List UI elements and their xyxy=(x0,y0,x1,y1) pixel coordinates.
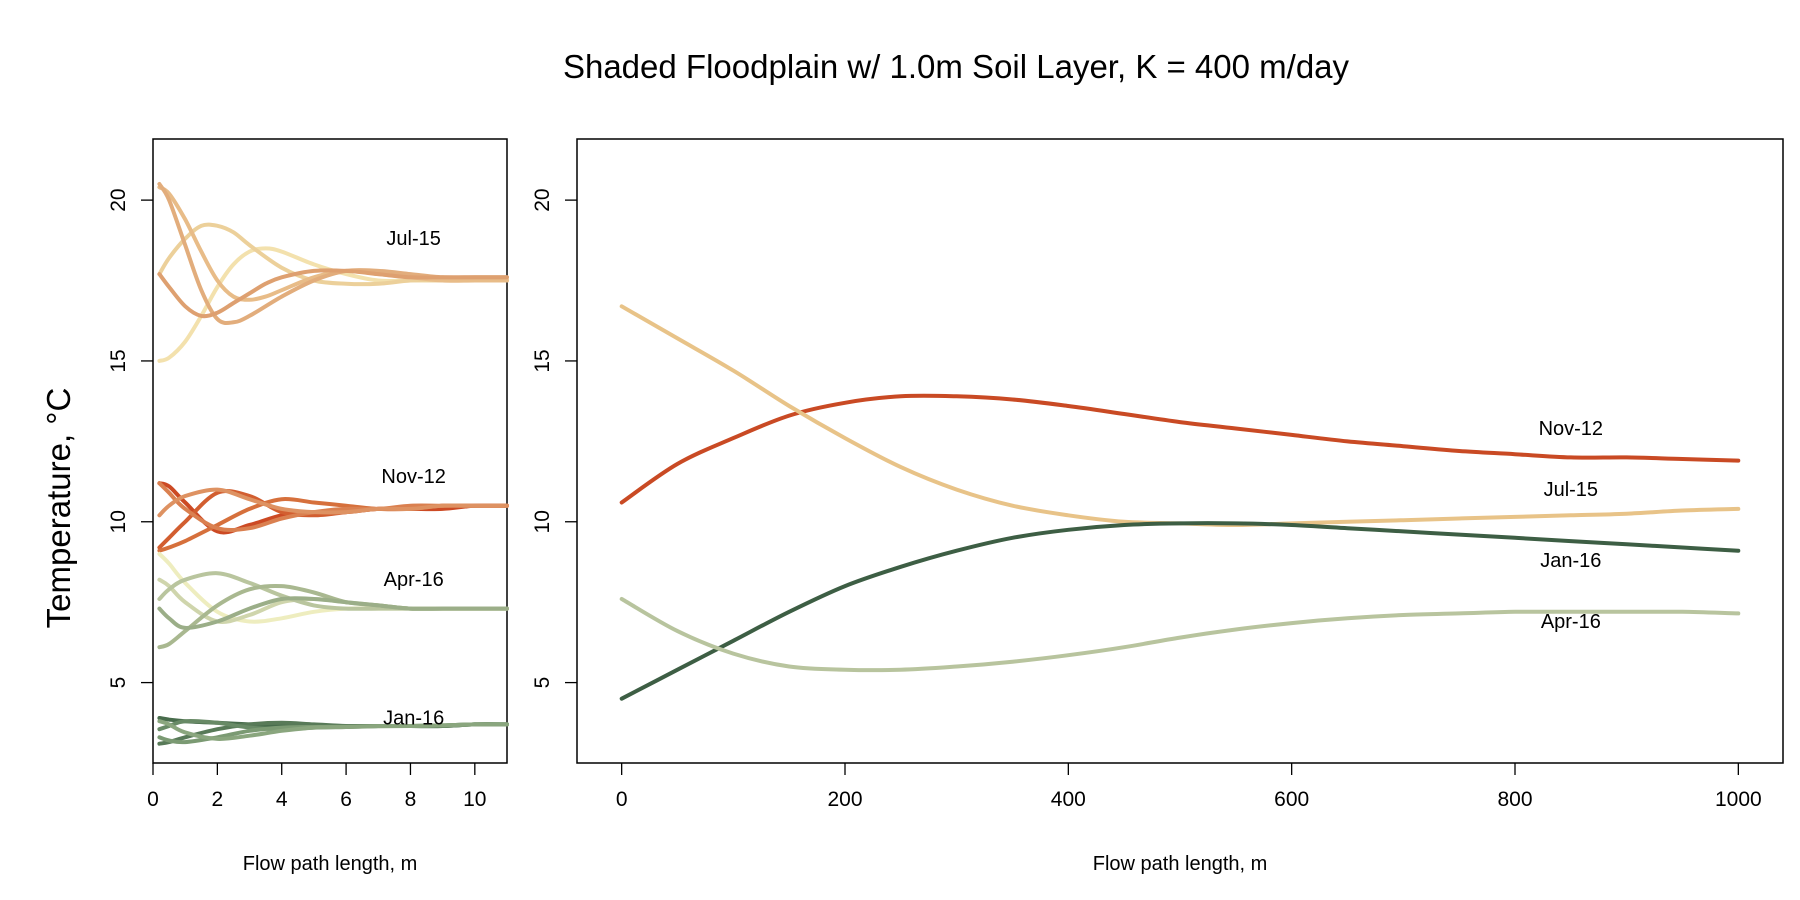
left-panel: 5 10 15 20 0 2 4 6 8 10 Jul-15 Nov-12 Apr-16 Jan-16… xyxy=(107,138,509,875)
left-series-line-apr-16 xyxy=(157,583,509,650)
right-x-tick-label: 1000 xyxy=(1715,788,1762,811)
left-series-line-jul-15 xyxy=(157,182,509,325)
left-series-label-jul-15: Jul-15 xyxy=(386,228,440,250)
right-y-ticks: 5 10 15 20 xyxy=(531,188,577,688)
right-series-label-jul-15: Jul-15 xyxy=(1544,479,1598,501)
left-x-tick-label: 2 xyxy=(212,788,224,811)
left-y-ticks: 5 10 15 20 xyxy=(107,188,153,688)
left-x-ticks: 0 2 4 6 8 10 xyxy=(147,763,486,811)
right-y-tick-label: 15 xyxy=(531,349,554,372)
right-panel: 5 10 15 20 0 200 400 600 800 1000 Nov-12 Jul-15 Ja… xyxy=(531,138,1784,875)
left-series-line-jan-16 xyxy=(157,719,509,741)
left-series-line-nov-12 xyxy=(157,489,509,550)
left-series-label-jan-16: Jan-16 xyxy=(383,707,444,729)
left-x-tick-label: 0 xyxy=(147,788,159,811)
right-plot-frame xyxy=(576,138,1784,764)
right-x-tick-label: 800 xyxy=(1497,788,1532,811)
left-y-tick-label: 10 xyxy=(107,510,130,533)
left-x-tick-label: 8 xyxy=(405,788,417,811)
right-x-axis-label: Flow path length, m xyxy=(1093,853,1268,875)
right-y-tick-label: 5 xyxy=(531,677,554,689)
right-x-ticks: 0 200 400 600 800 1000 xyxy=(616,763,1762,811)
left-y-tick-label: 20 xyxy=(107,188,130,211)
right-x-tick-label: 600 xyxy=(1274,788,1309,811)
right-series-line-jan-16 xyxy=(619,521,1741,701)
right-series-line-apr-16 xyxy=(619,597,1741,673)
left-series-label-apr-16: Apr-16 xyxy=(384,569,444,591)
left-series-group xyxy=(157,182,509,746)
right-y-tick-label: 20 xyxy=(531,188,554,211)
chart-title: Shaded Floodplain w/ 1.0m Soil Layer, K … xyxy=(563,48,1350,85)
left-series-line-apr-16 xyxy=(157,596,509,630)
y-axis-label: Temperature, °C xyxy=(40,388,77,629)
right-x-tick-label: 0 xyxy=(616,788,628,811)
right-series-label-apr-16: Apr-16 xyxy=(1541,611,1601,633)
left-series-label-nov-12: Nov-12 xyxy=(381,466,445,488)
left-series-line-jul-15 xyxy=(157,268,509,319)
left-x-axis-label: Flow path length, m xyxy=(243,853,418,875)
left-x-tick-label: 6 xyxy=(340,788,352,811)
left-y-tick-label: 5 xyxy=(107,677,130,689)
left-series-line-jul-15 xyxy=(157,246,509,363)
right-y-tick-label: 10 xyxy=(531,510,554,533)
left-x-tick-label: 10 xyxy=(463,788,486,811)
left-annotations: Jul-15 Nov-12 Apr-16 Jan-16 xyxy=(381,228,445,729)
left-plot-frame xyxy=(152,138,508,764)
right-annotations: Nov-12 Jul-15 Jan-16 Apr-16 xyxy=(1539,418,1603,633)
right-series-label-nov-12: Nov-12 xyxy=(1539,418,1603,440)
right-series-label-jan-16: Jan-16 xyxy=(1540,550,1601,572)
left-y-tick-label: 15 xyxy=(107,349,130,372)
left-x-tick-label: 4 xyxy=(276,788,288,811)
left-series-line-apr-16 xyxy=(157,571,509,611)
right-x-tick-label: 400 xyxy=(1051,788,1086,811)
left-series-line-nov-12 xyxy=(157,487,509,518)
right-x-tick-label: 200 xyxy=(827,788,862,811)
right-series-group xyxy=(619,304,1741,701)
